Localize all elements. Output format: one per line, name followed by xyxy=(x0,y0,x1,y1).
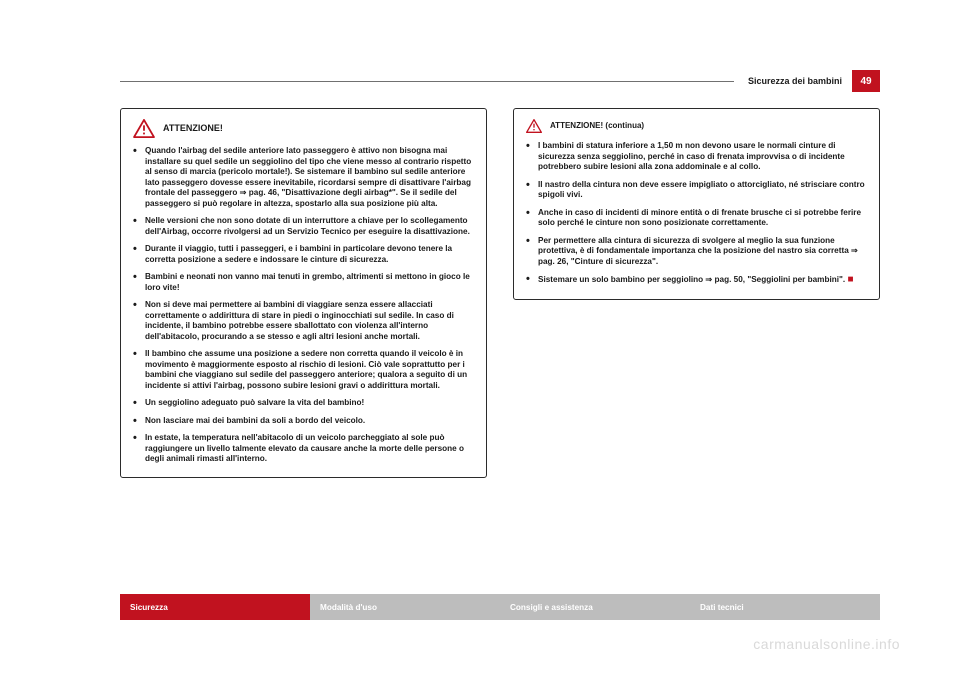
warning-box-right: ATTENZIONE! (continua) I bambini di stat… xyxy=(513,108,880,300)
warning-title-cont: ATTENZIONE! (continua) xyxy=(550,121,644,131)
warning-header-cont: ATTENZIONE! (continua) xyxy=(526,119,867,133)
tab-dati[interactable]: Dati tecnici xyxy=(690,594,880,620)
warning-bullet: Durante il viaggio, tutti i passeggeri, … xyxy=(133,244,474,265)
warning-bullet: Non lasciare mai dei bambini da soli a b… xyxy=(133,416,474,427)
footer-tabs: Sicurezza Modalità d'uso Consigli e assi… xyxy=(120,594,880,620)
warning-bullet: Il bambino che assume una posizione a se… xyxy=(133,349,474,391)
watermark: carmanualsonline.info xyxy=(753,636,900,652)
content-columns: ATTENZIONE! Quando l'airbag del sedile a… xyxy=(120,108,880,478)
warning-bullet: Un seggiolino adeguato può salvare la vi… xyxy=(133,398,474,409)
tab-modalita[interactable]: Modalità d'uso xyxy=(310,594,500,620)
page-number-badge: 49 xyxy=(852,70,880,92)
warning-bullet: Non si deve mai permettere ai bambini di… xyxy=(133,300,474,342)
end-mark-icon: ■ xyxy=(847,274,853,285)
warning-header: ATTENZIONE! xyxy=(133,119,474,138)
header-rule xyxy=(120,81,734,82)
warning-box-left: ATTENZIONE! Quando l'airbag del sedile a… xyxy=(120,108,487,478)
warning-title: ATTENZIONE! xyxy=(163,123,223,135)
warning-bullet: Sistemare un solo bambino per seggiolino… xyxy=(526,274,867,287)
tab-sicurezza[interactable]: Sicurezza xyxy=(120,594,310,620)
warning-triangle-icon xyxy=(526,119,542,133)
warning-triangle-icon xyxy=(133,119,155,138)
page: Sicurezza dei bambini 49 ATTENZIONE! Qu xyxy=(0,0,960,678)
warning-bullet: In estate, la temperatura nell'abitacolo… xyxy=(133,433,474,465)
warning-bullet: Anche in caso di incidenti di minore ent… xyxy=(526,208,867,229)
right-column: ATTENZIONE! (continua) I bambini di stat… xyxy=(513,108,880,478)
left-column: ATTENZIONE! Quando l'airbag del sedile a… xyxy=(120,108,487,478)
warning-bullet: Quando l'airbag del sedile anteriore lat… xyxy=(133,146,474,209)
warning-bullet: Nelle versioni che non sono dotate di un… xyxy=(133,216,474,237)
warning-bullet: I bambini di statura inferiore a 1,50 m … xyxy=(526,141,867,173)
tab-consigli[interactable]: Consigli e assistenza xyxy=(500,594,690,620)
page-header: Sicurezza dei bambini 49 xyxy=(120,74,880,88)
warning-bullet: Il nastro della cintura non deve essere … xyxy=(526,180,867,201)
warning-bullet: Bambini e neonati non vanno mai tenuti i… xyxy=(133,272,474,293)
warning-bullet-text: Sistemare un solo bambino per seggiolino… xyxy=(538,275,845,284)
warning-bullet: Per permettere alla cintura di sicurezza… xyxy=(526,236,867,268)
section-title: Sicurezza dei bambini xyxy=(748,76,842,86)
